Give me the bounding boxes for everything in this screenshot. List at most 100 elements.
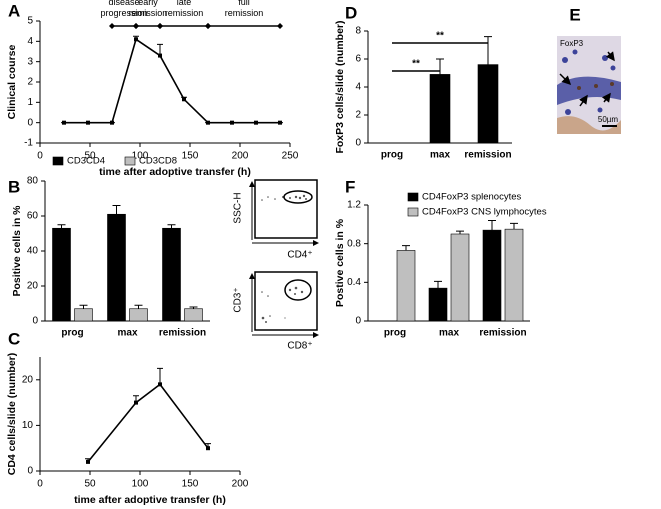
x-tick-label: 250 (282, 151, 299, 162)
marker (110, 120, 114, 125)
bar (477, 64, 499, 144)
phase-end (205, 23, 211, 29)
bar (450, 233, 470, 322)
y-tick-label: -1 (24, 138, 33, 149)
flow-plots: SSC-H CD4⁺ CD3⁺ CD8⁺ (233, 179, 319, 352)
y-tick-label: 20 (27, 281, 39, 292)
y-axis-label: CD4 cells/slide (number) (6, 353, 18, 476)
error-bar (167, 224, 176, 229)
y-tick-label: 0 (355, 316, 361, 327)
y-tick-label: 8 (355, 26, 361, 37)
legend-label: CD4FoxP3 splenocytes (422, 192, 522, 203)
x-tick-label: 0 (37, 151, 43, 162)
x-tick-label: 0 (37, 479, 43, 490)
significance-label: ** (412, 59, 420, 70)
bar (184, 308, 203, 322)
bar (428, 287, 448, 322)
marker (182, 97, 186, 102)
legend-swatch (407, 207, 419, 217)
error-bar (488, 219, 496, 231)
y-tick-label: 10 (22, 420, 34, 431)
y-axis-label: Postive cells in % (334, 218, 346, 307)
marker (62, 120, 66, 125)
marker (86, 459, 90, 464)
bar (482, 229, 502, 322)
panel-label: E (569, 5, 580, 24)
phase-end (157, 23, 163, 29)
y-tick-label: 80 (27, 176, 39, 187)
panel-label: C (8, 329, 20, 348)
error-bar (189, 306, 198, 309)
marker (86, 120, 90, 125)
phase-label: disease progression (100, 0, 147, 18)
marker (206, 120, 210, 125)
flow-label: SSC-H (233, 192, 244, 223)
x-axis-label: time after adoptive transfer (h) (74, 494, 226, 506)
phase-end (109, 23, 115, 29)
x-axis-label: time after adoptive transfer (h) (99, 166, 251, 178)
y-axis-label: Positive cells in % (11, 205, 23, 297)
x-tick-label: remission (159, 328, 206, 339)
y-tick-label: 5 (27, 16, 33, 27)
y-tick-label: 20 (22, 374, 34, 385)
bar (429, 74, 451, 144)
y-tick-label: 0.4 (347, 277, 361, 288)
y-tick-label: 1.2 (347, 200, 361, 211)
legend-swatch (52, 156, 64, 166)
error-bar (456, 230, 464, 234)
y-tick-label: 3 (27, 56, 33, 67)
error-bar (436, 58, 444, 75)
y-tick-label: 1 (27, 97, 33, 108)
legend-label: CD4FoxP3 CNS lymphocytes (422, 207, 547, 218)
y-tick-label: 2 (27, 77, 33, 88)
x-tick-label: 50 (84, 151, 96, 162)
y-tick-label: 60 (27, 211, 39, 222)
error-bar (112, 205, 121, 215)
phase-label: early remission (129, 0, 168, 18)
error-bar (402, 245, 410, 251)
marker (158, 382, 162, 387)
x-tick-label: 150 (182, 479, 199, 490)
panel-label: A (8, 1, 20, 20)
marker (278, 120, 282, 125)
marker (254, 120, 258, 125)
x-tick-label: 200 (232, 479, 249, 490)
x-tick-label: 100 (132, 151, 149, 162)
bar (74, 308, 93, 322)
y-tick-label: 4 (27, 36, 33, 47)
y-tick-label: 4 (355, 82, 361, 93)
y-axis-label: Clinical course (6, 44, 18, 119)
bar (52, 227, 71, 322)
legend-label: CD3CD8 (139, 156, 177, 167)
error-bar (434, 280, 442, 289)
phase-label: full remission (225, 0, 264, 18)
line (64, 38, 280, 124)
error-bar (57, 224, 66, 229)
micrograph-label: FoxP3 (560, 39, 584, 48)
legend-swatch (124, 156, 136, 166)
x-tick-label: remission (479, 328, 526, 339)
flow-label: CD3⁺ (233, 287, 244, 312)
bar (162, 227, 181, 322)
x-tick-label: max (430, 150, 450, 161)
y-tick-label: 40 (27, 246, 39, 257)
phase-label: late remission (165, 0, 204, 18)
bar (107, 213, 126, 322)
x-tick-label: 50 (84, 479, 96, 490)
y-tick-label: 0.8 (347, 238, 361, 249)
error-bar (157, 367, 163, 385)
y-tick-label: 0 (32, 316, 38, 327)
phase-end (133, 23, 139, 29)
y-tick-label: 6 (355, 54, 361, 65)
flow-label: CD8⁺ (287, 341, 312, 352)
scale-label: 50µm (598, 115, 619, 124)
x-tick-label: max (117, 328, 137, 339)
y-tick-label: 2 (355, 110, 361, 121)
phase-end (277, 23, 283, 29)
marker (134, 400, 138, 405)
panel-label: F (345, 177, 355, 196)
significance-label: ** (436, 31, 444, 42)
line (87, 383, 209, 463)
x-tick-label: max (439, 328, 459, 339)
